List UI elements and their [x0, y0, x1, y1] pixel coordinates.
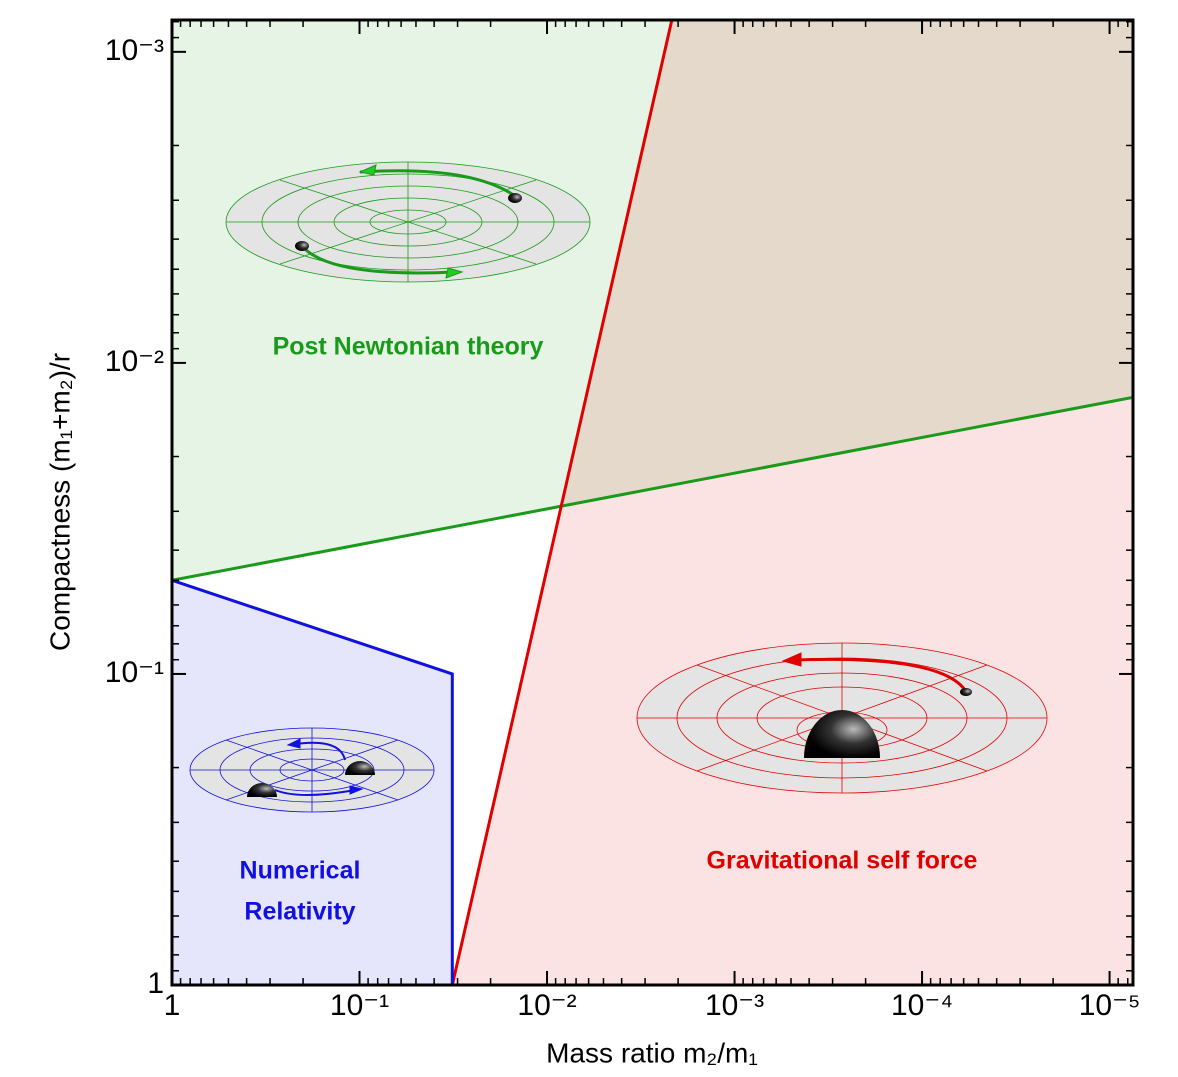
nr-illustration: [189, 727, 435, 813]
region-fill: [172, 20, 1133, 581]
y-axis-label: Compactness (m₁+m₂)/r: [44, 353, 75, 651]
plot-frame: [170, 18, 1135, 987]
x-tick-label: 10⁻⁴: [891, 989, 953, 1022]
region-label: Numerical: [240, 857, 361, 885]
axes: 1 10⁻¹ 10⁻² 10⁻³ 10⁻⁴ 10⁻⁵ 1 10⁻¹ 10⁻² 10⁻³: [105, 20, 1141, 1022]
x-tick-label: 10⁻⁵: [1079, 989, 1141, 1022]
y-tick-label: 1: [147, 967, 164, 1000]
boundaries: [172, 20, 1133, 985]
x-tick-label: 10⁻¹: [330, 989, 389, 1022]
y-tick-label: 10⁻¹: [105, 656, 164, 689]
x-tick-label: 1: [164, 989, 181, 1022]
pn-illustration: [225, 161, 591, 283]
y-tick-label: 10⁻³: [105, 34, 164, 67]
region-label: Relativity: [244, 898, 355, 926]
region-label: Gravitational self force: [707, 847, 978, 875]
boundary-line: [172, 578, 454, 985]
boundary-line: [450, 20, 674, 985]
x-tick-label: 10⁻³: [705, 989, 764, 1022]
gsf-illustration: [636, 642, 1048, 794]
x-axis-label: Mass ratio m₂/m₁: [546, 1037, 758, 1068]
x-tick-label: 10⁻²: [517, 989, 576, 1022]
boundary-line: [172, 395, 1133, 582]
region-label: Post Newtonian theory: [273, 333, 544, 361]
y-tick-label: 10⁻²: [105, 345, 164, 378]
